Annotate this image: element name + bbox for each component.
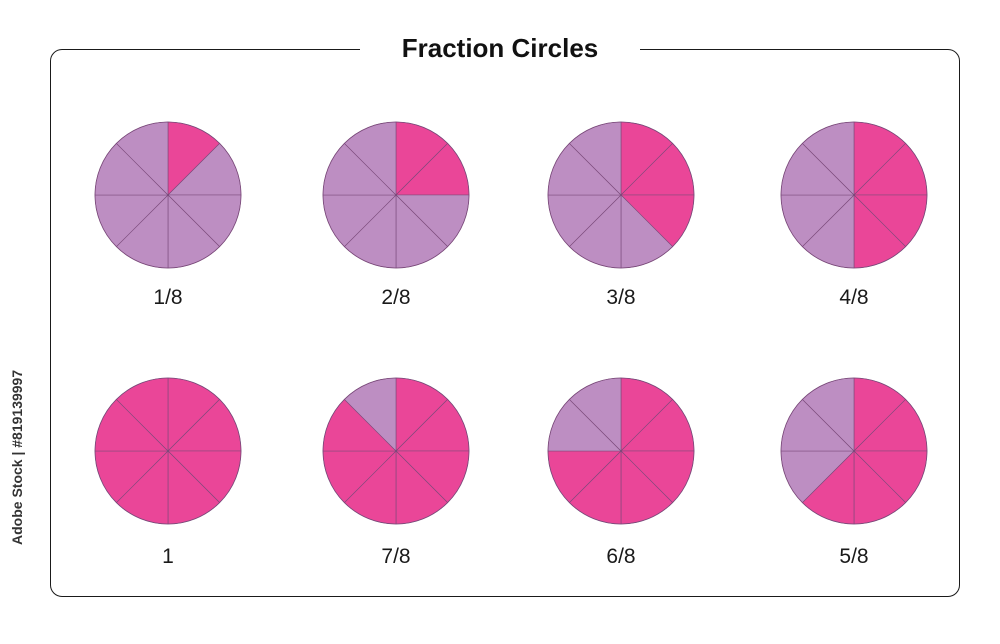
fraction-pie xyxy=(322,377,470,525)
pie-label: 1 xyxy=(162,545,174,568)
fraction-pie xyxy=(94,121,242,269)
pie-outline xyxy=(322,121,470,269)
pie-outline xyxy=(94,377,242,525)
fraction-pie xyxy=(547,377,695,525)
fraction-pie xyxy=(322,121,470,269)
pie-outline xyxy=(322,377,470,525)
pie-label: 6/8 xyxy=(606,545,636,568)
pie-label: 4/8 xyxy=(839,286,869,309)
fraction-pie xyxy=(547,121,695,269)
fraction-pie xyxy=(780,121,928,269)
pie-outline xyxy=(94,121,242,269)
pie-outline xyxy=(547,377,695,525)
pie-label: 1/8 xyxy=(153,286,183,309)
side-credit: Adobe Stock | #819139997 xyxy=(9,369,25,545)
pie-label: 5/8 xyxy=(839,545,869,568)
pie-label: 2/8 xyxy=(381,286,411,309)
pie-label: 3/8 xyxy=(606,286,636,309)
page-title: Fraction Circles xyxy=(360,28,640,68)
pie-label: 7/8 xyxy=(381,545,411,568)
fraction-pie xyxy=(780,377,928,525)
pie-outline xyxy=(780,377,928,525)
pie-outline xyxy=(547,121,695,269)
pie-outline xyxy=(780,121,928,269)
fraction-pie xyxy=(94,377,242,525)
